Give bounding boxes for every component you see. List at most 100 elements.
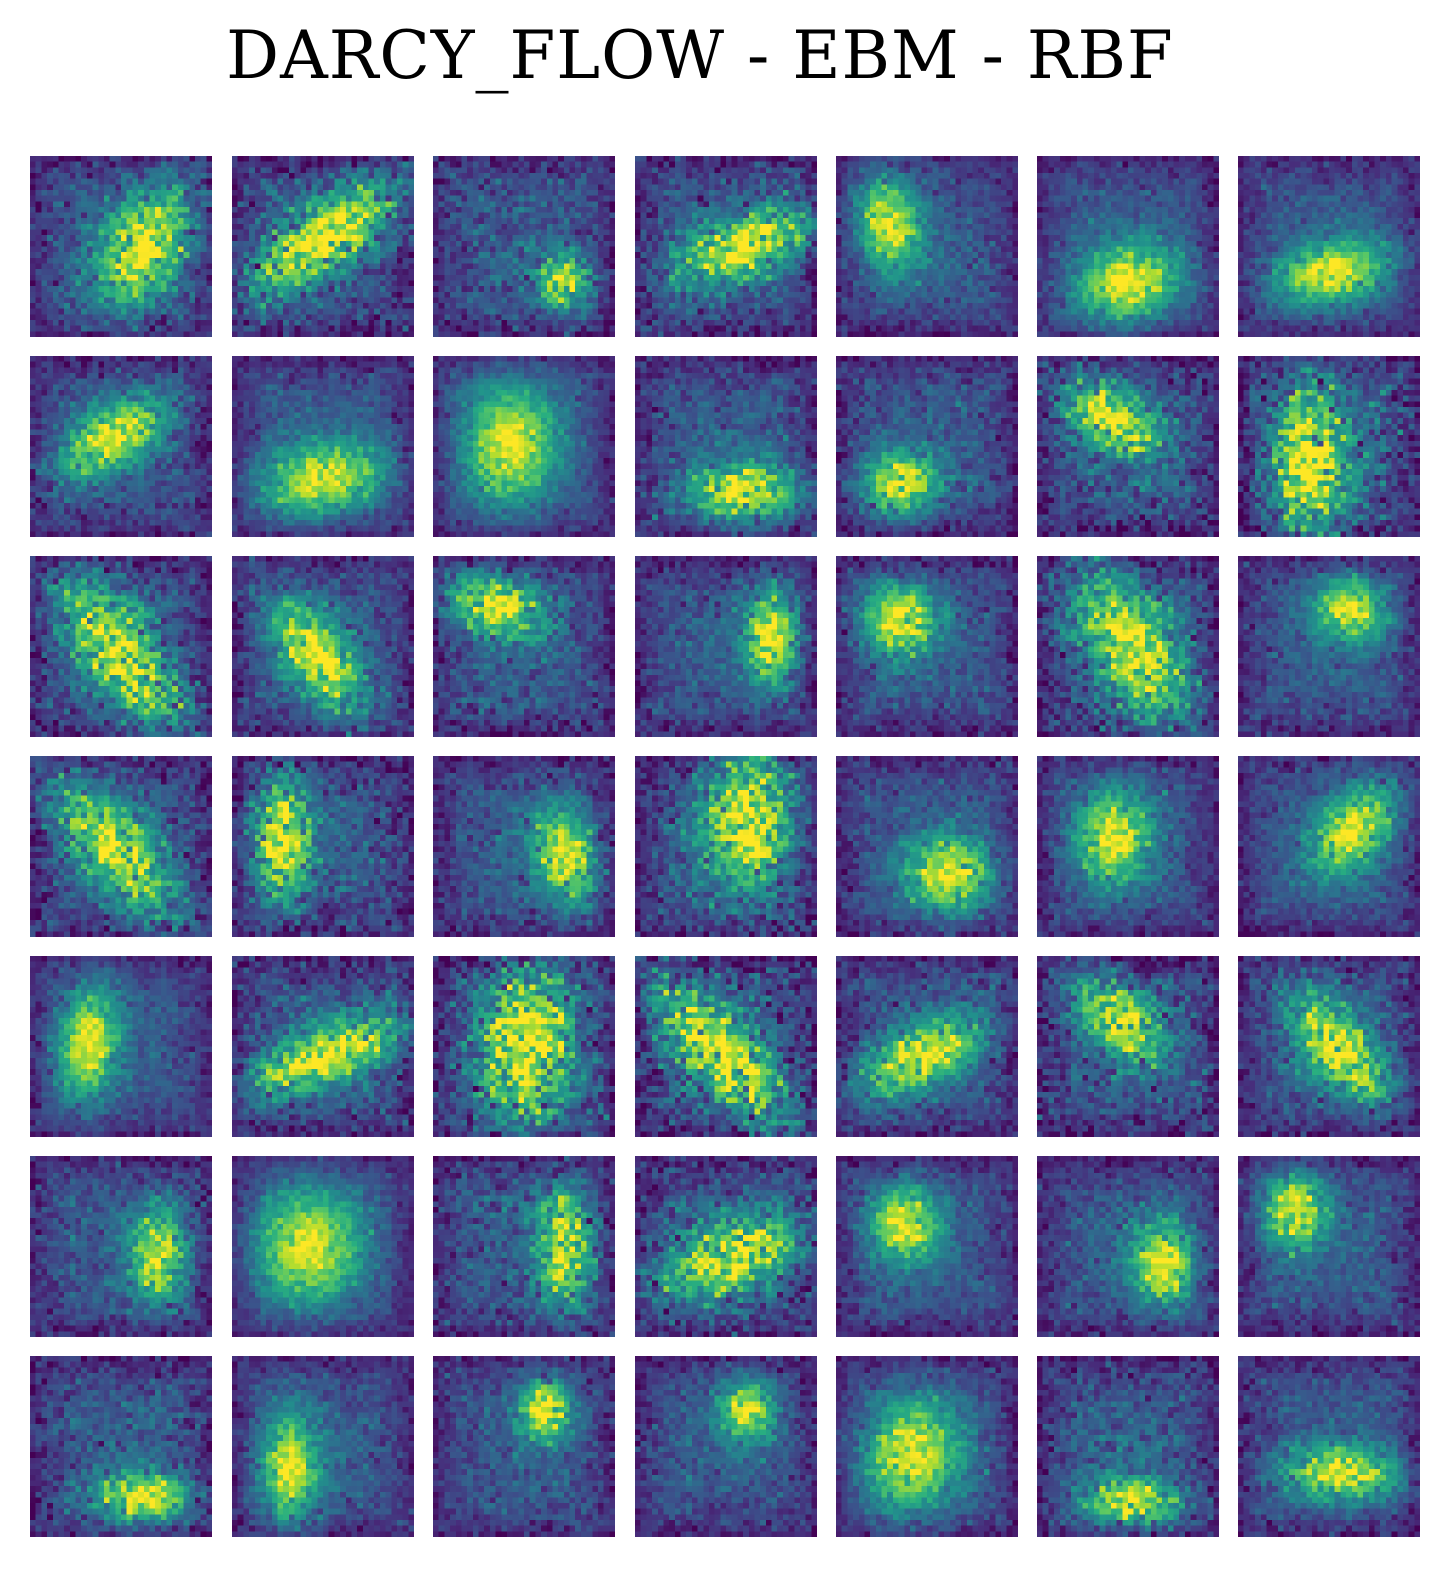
heatmap-panel	[30, 956, 212, 1137]
heatmap-image	[836, 556, 1018, 737]
heatmap-image	[635, 556, 817, 737]
heatmap-image	[232, 756, 414, 937]
heatmap-image	[232, 156, 414, 337]
heatmap-image	[30, 756, 212, 937]
heatmap-panel	[30, 156, 212, 337]
heatmap-image	[635, 956, 817, 1137]
heatmap-image	[635, 756, 817, 937]
heatmap-panel	[232, 1156, 414, 1337]
heatmap-panel	[1238, 1156, 1420, 1337]
heatmap-image	[635, 1356, 817, 1537]
heatmap-image	[433, 756, 615, 937]
heatmap-image	[635, 156, 817, 337]
heatmap-panel	[232, 956, 414, 1137]
heatmap-image	[433, 156, 615, 337]
heatmap-panel	[232, 1356, 414, 1537]
heatmap-image	[836, 756, 1018, 937]
heatmap-image	[1238, 556, 1420, 737]
heatmap-panel	[1037, 756, 1219, 937]
heatmap-panel	[232, 356, 414, 537]
heatmap-image	[433, 956, 615, 1137]
heatmap-image	[836, 356, 1018, 537]
heatmap-image	[836, 1356, 1018, 1537]
heatmap-image	[635, 356, 817, 537]
heatmap-panel	[836, 156, 1018, 337]
figure-title: DARCY_FLOW - EBM - RBF	[226, 17, 1174, 94]
heatmap-image	[433, 356, 615, 537]
heatmap-panel	[30, 756, 212, 937]
heatmap-panel	[1238, 956, 1420, 1137]
heatmap-image	[30, 156, 212, 337]
heatmap-panel	[433, 356, 615, 537]
heatmap-panel	[232, 556, 414, 737]
heatmap-image	[433, 556, 615, 737]
heatmap-image	[1037, 1156, 1219, 1337]
heatmap-panel	[1238, 556, 1420, 737]
heatmap-image	[30, 356, 212, 537]
heatmap-panel	[1037, 956, 1219, 1137]
heatmap-image	[1238, 756, 1420, 937]
heatmap-panel	[433, 156, 615, 337]
heatmap-panel	[433, 556, 615, 737]
heatmap-image	[1037, 756, 1219, 937]
heatmap-panel	[1037, 1156, 1219, 1337]
heatmap-panel	[1037, 356, 1219, 537]
heatmap-image	[1037, 956, 1219, 1137]
heatmap-image	[836, 156, 1018, 337]
heatmap-image	[635, 1156, 817, 1337]
heatmap-panel	[836, 1356, 1018, 1537]
heatmap-image	[232, 356, 414, 537]
heatmap-panel	[635, 956, 817, 1137]
heatmap-panel	[30, 356, 212, 537]
heatmap-image	[836, 956, 1018, 1137]
heatmap-image	[1037, 356, 1219, 537]
heatmap-panel	[635, 1356, 817, 1537]
heatmap-image	[1037, 1356, 1219, 1537]
heatmap-image	[232, 956, 414, 1137]
heatmap-panel	[1238, 1356, 1420, 1537]
heatmap-image	[1238, 1356, 1420, 1537]
heatmap-image	[1238, 156, 1420, 337]
heatmap-panel	[232, 756, 414, 937]
heatmap-panel	[433, 956, 615, 1137]
heatmap-image	[836, 1156, 1018, 1337]
heatmap-panel	[635, 1156, 817, 1337]
heatmap-image	[232, 556, 414, 737]
heatmap-image	[30, 1156, 212, 1337]
heatmap-panel	[1238, 356, 1420, 537]
heatmap-panel	[836, 556, 1018, 737]
heatmap-panel	[836, 1156, 1018, 1337]
heatmap-panel	[635, 756, 817, 937]
heatmap-panel	[836, 956, 1018, 1137]
heatmap-panel	[1037, 1356, 1219, 1537]
heatmap-panel	[1037, 556, 1219, 737]
heatmap-panel	[635, 356, 817, 537]
heatmap-image	[433, 1156, 615, 1337]
heatmap-image	[30, 556, 212, 737]
heatmap-panel	[1037, 156, 1219, 337]
heatmap-image	[1238, 1156, 1420, 1337]
heatmap-image	[433, 1356, 615, 1537]
heatmap-image	[1238, 956, 1420, 1137]
heatmap-panel	[635, 156, 817, 337]
heatmap-image	[30, 1356, 212, 1537]
heatmap-panel	[836, 356, 1018, 537]
heatmap-panel	[1238, 756, 1420, 937]
heatmap-panel	[433, 1156, 615, 1337]
heatmap-panel	[30, 1356, 212, 1537]
heatmap-panel	[232, 156, 414, 337]
heatmap-image	[1037, 556, 1219, 737]
heatmap-image	[1037, 156, 1219, 337]
heatmap-panel	[30, 556, 212, 737]
heatmap-panel	[433, 1356, 615, 1537]
heatmap-panel	[30, 1156, 212, 1337]
heatmap-image	[232, 1356, 414, 1537]
heatmap-image	[232, 1156, 414, 1337]
heatmap-image	[1238, 356, 1420, 537]
heatmap-panel	[836, 756, 1018, 937]
heatmap-panel	[433, 756, 615, 937]
heatmap-panel	[635, 556, 817, 737]
heatmap-panel	[1238, 156, 1420, 337]
heatmap-image	[30, 956, 212, 1137]
